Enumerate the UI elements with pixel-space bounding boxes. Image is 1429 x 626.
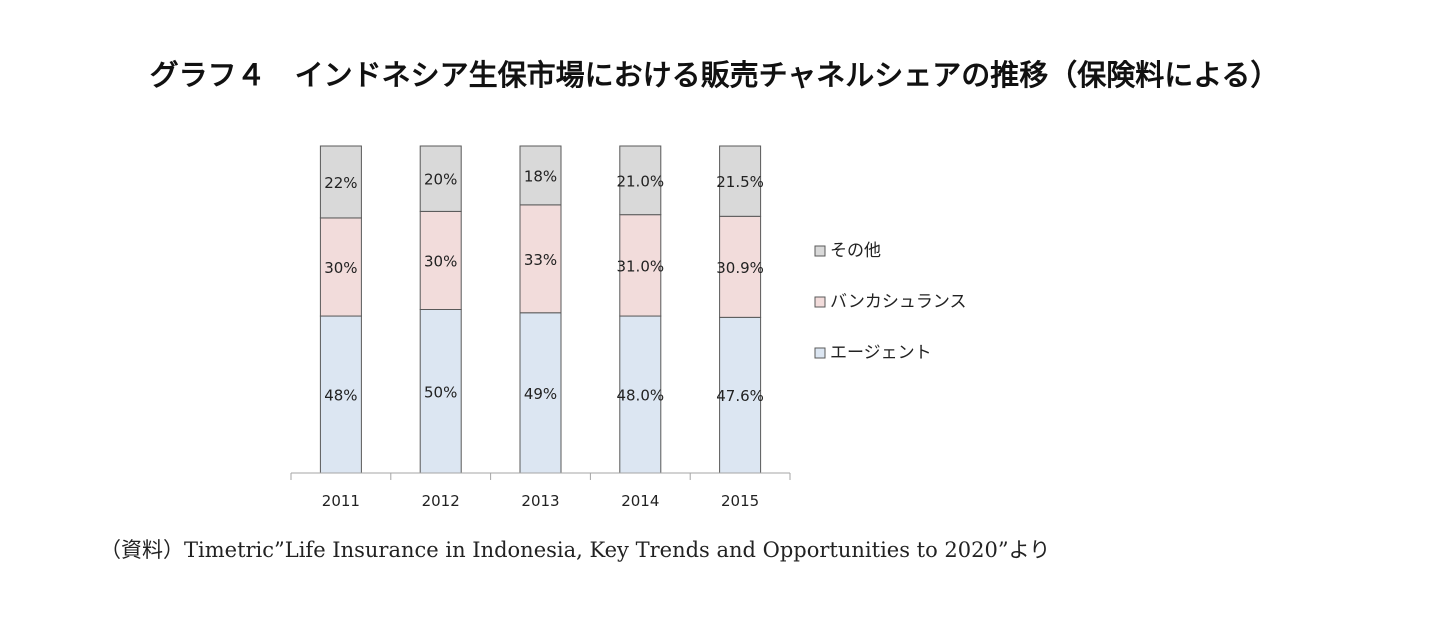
bar-segment-2011-s2 xyxy=(319,145,362,219)
x-tick-label-2014: 2014 xyxy=(621,492,659,510)
data-label-2015-s2: 21.5% xyxy=(716,173,764,191)
data-label-2011-s1: 30% xyxy=(324,259,357,277)
source-note: （資料）Timetric”Life Insurance in Indonesia… xyxy=(100,538,1051,562)
bar-segment-2014-s2 xyxy=(619,145,662,216)
bar-segment-2015-s2 xyxy=(719,145,762,217)
legend-swatch-2 xyxy=(814,347,826,359)
bar-segment-2012-s1 xyxy=(419,210,462,310)
chart-title: グラフ４ インドネシア生保市場における販売チャネルシェアの推移（保険料による） xyxy=(149,58,1280,92)
data-label-2015-s1: 30.9% xyxy=(716,259,764,277)
x-tick-label-2013: 2013 xyxy=(521,492,559,510)
data-label-2012-s1: 30% xyxy=(424,252,457,270)
legend-label-0: その他 xyxy=(830,241,881,261)
bar-segment-2012-s2 xyxy=(419,145,462,212)
data-label-2014-s0: 48.0% xyxy=(616,387,664,405)
bar-segment-2014-s1 xyxy=(619,214,662,317)
legend-label-1: バンカシュランス xyxy=(830,292,967,312)
data-label-2012-s2: 20% xyxy=(424,171,457,189)
bar-segment-2015-s1 xyxy=(719,215,762,318)
data-label-2012-s0: 50% xyxy=(424,383,457,401)
data-label-2013-s1: 33% xyxy=(524,251,557,269)
bar-segment-2011-s0 xyxy=(319,315,362,474)
x-tick-label-2012: 2012 xyxy=(422,492,460,510)
data-label-2014-s1: 31.0% xyxy=(616,257,664,275)
data-label-2015-s0: 47.6% xyxy=(716,387,764,405)
bar-segment-2013-s2 xyxy=(519,145,562,206)
data-label-2011-s2: 22% xyxy=(324,174,357,192)
data-label-2014-s2: 21.0% xyxy=(616,172,664,190)
data-label-2013-s0: 49% xyxy=(524,385,557,403)
bar-segment-2015-s0 xyxy=(719,316,762,474)
legend-swatch-0 xyxy=(814,245,826,257)
x-tick-label-2015: 2015 xyxy=(721,492,759,510)
bar-segment-2013-s1 xyxy=(519,204,562,314)
bar-segment-2013-s0 xyxy=(519,312,562,474)
legend-label-2: エージェント xyxy=(830,343,932,363)
data-label-2011-s0: 48% xyxy=(324,387,357,405)
legend-swatch-1 xyxy=(814,296,826,308)
x-tick-label-2011: 2011 xyxy=(322,492,360,510)
data-label-2013-s2: 18% xyxy=(524,167,557,185)
